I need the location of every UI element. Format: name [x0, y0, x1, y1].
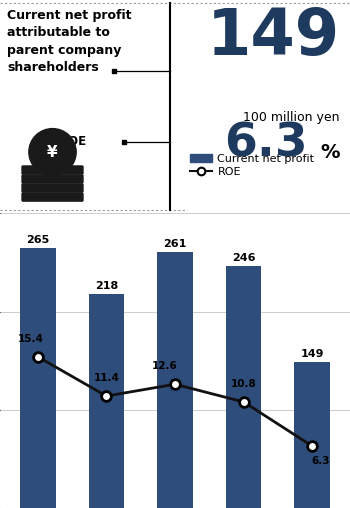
Text: 15.4: 15.4: [18, 334, 44, 344]
Bar: [20, 248, 56, 508]
Text: 12.6: 12.6: [152, 362, 177, 371]
Text: 265: 265: [26, 235, 49, 245]
Bar: [89, 294, 124, 508]
Text: 261: 261: [163, 239, 187, 249]
Text: 218: 218: [95, 281, 118, 291]
Text: %: %: [320, 143, 340, 162]
Bar: [294, 362, 330, 508]
Text: 246: 246: [232, 253, 256, 264]
Legend: Current net profit, ROE: Current net profit, ROE: [185, 150, 319, 181]
Text: 149: 149: [206, 7, 340, 69]
Text: Current net profit
attributable to
parent company
shareholders: Current net profit attributable to paren…: [7, 9, 132, 74]
Text: 6.3: 6.3: [224, 121, 308, 167]
Text: 100 million yen: 100 million yen: [243, 111, 340, 124]
Text: 149: 149: [301, 348, 324, 359]
Text: 11.4: 11.4: [93, 373, 119, 383]
Text: ROE: ROE: [60, 136, 87, 148]
Bar: [157, 251, 193, 508]
Text: 10.8: 10.8: [231, 379, 257, 389]
Bar: [226, 266, 261, 508]
Text: 6.3: 6.3: [311, 456, 330, 466]
